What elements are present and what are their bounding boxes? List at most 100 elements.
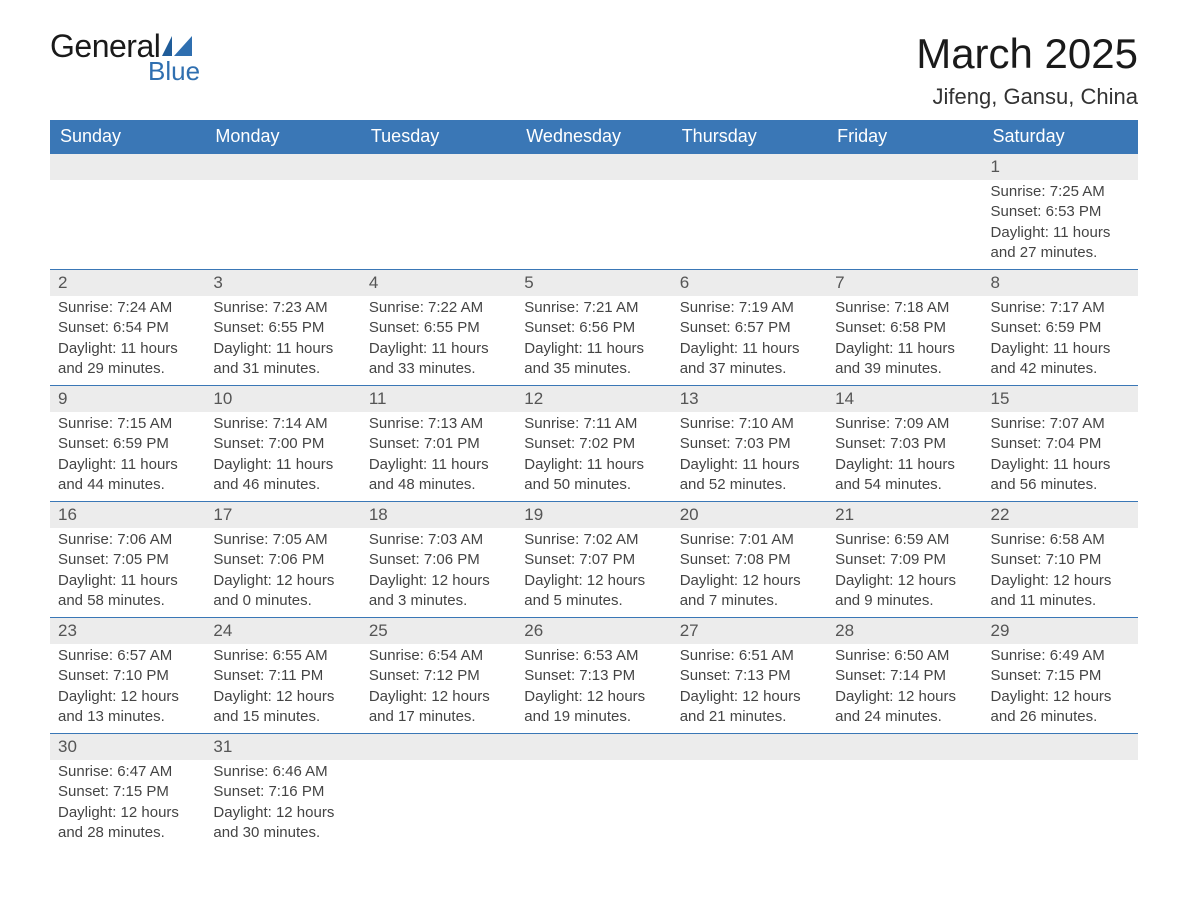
calendar-day: 2Sunrise: 7:24 AMSunset: 6:54 PMDaylight…	[50, 270, 205, 386]
day-sunrise: Sunrise: 7:06 AM	[58, 530, 197, 550]
day-number	[827, 154, 982, 180]
weekday-header: Thursday	[672, 120, 827, 154]
day-number: 22	[983, 502, 1138, 528]
calendar-day: 7Sunrise: 7:18 AMSunset: 6:58 PMDaylight…	[827, 270, 982, 386]
day-day1: Daylight: 11 hours	[680, 455, 819, 475]
calendar-day: 25Sunrise: 6:54 AMSunset: 7:12 PMDayligh…	[361, 618, 516, 734]
day-body: Sunrise: 7:25 AMSunset: 6:53 PMDaylight:…	[983, 180, 1138, 269]
day-sunset: Sunset: 7:05 PM	[58, 550, 197, 570]
day-body: Sunrise: 6:54 AMSunset: 7:12 PMDaylight:…	[361, 644, 516, 733]
calendar-day-empty	[361, 734, 516, 850]
day-sunset: Sunset: 7:07 PM	[524, 550, 663, 570]
day-sunset: Sunset: 7:08 PM	[680, 550, 819, 570]
calendar-day-empty	[672, 734, 827, 850]
day-number	[50, 154, 205, 180]
day-number: 27	[672, 618, 827, 644]
day-body	[983, 760, 1138, 840]
weekday-header: Friday	[827, 120, 982, 154]
day-day1: Daylight: 12 hours	[58, 687, 197, 707]
day-sunrise: Sunrise: 7:15 AM	[58, 414, 197, 434]
day-day2: and 29 minutes.	[58, 359, 197, 379]
day-body: Sunrise: 7:15 AMSunset: 6:59 PMDaylight:…	[50, 412, 205, 501]
day-number: 3	[205, 270, 360, 296]
day-sunrise: Sunrise: 6:54 AM	[369, 646, 508, 666]
day-day2: and 26 minutes.	[991, 707, 1130, 727]
calendar-day-empty	[516, 154, 671, 270]
day-body: Sunrise: 7:01 AMSunset: 7:08 PMDaylight:…	[672, 528, 827, 617]
day-body: Sunrise: 7:22 AMSunset: 6:55 PMDaylight:…	[361, 296, 516, 385]
day-day1: Daylight: 12 hours	[991, 687, 1130, 707]
day-body: Sunrise: 7:02 AMSunset: 7:07 PMDaylight:…	[516, 528, 671, 617]
calendar-body: 1Sunrise: 7:25 AMSunset: 6:53 PMDaylight…	[50, 154, 1138, 850]
day-day1: Daylight: 11 hours	[213, 339, 352, 359]
day-sunrise: Sunrise: 7:11 AM	[524, 414, 663, 434]
calendar-day-empty	[205, 154, 360, 270]
calendar-day: 23Sunrise: 6:57 AMSunset: 7:10 PMDayligh…	[50, 618, 205, 734]
day-sunset: Sunset: 7:14 PM	[835, 666, 974, 686]
weekday-header: Tuesday	[361, 120, 516, 154]
weekday-header: Wednesday	[516, 120, 671, 154]
day-day1: Daylight: 11 hours	[58, 339, 197, 359]
day-number: 19	[516, 502, 671, 528]
day-day1: Daylight: 11 hours	[991, 455, 1130, 475]
day-day2: and 33 minutes.	[369, 359, 508, 379]
day-day1: Daylight: 12 hours	[369, 687, 508, 707]
day-day2: and 19 minutes.	[524, 707, 663, 727]
day-day1: Daylight: 12 hours	[680, 571, 819, 591]
day-number: 17	[205, 502, 360, 528]
day-sunset: Sunset: 7:02 PM	[524, 434, 663, 454]
day-sunset: Sunset: 6:55 PM	[369, 318, 508, 338]
day-sunset: Sunset: 7:15 PM	[58, 782, 197, 802]
day-body	[516, 760, 671, 840]
day-sunrise: Sunrise: 6:57 AM	[58, 646, 197, 666]
day-body	[50, 180, 205, 260]
day-day2: and 9 minutes.	[835, 591, 974, 611]
day-number: 30	[50, 734, 205, 760]
day-number	[983, 734, 1138, 760]
day-day2: and 52 minutes.	[680, 475, 819, 495]
day-body: Sunrise: 7:24 AMSunset: 6:54 PMDaylight:…	[50, 296, 205, 385]
day-number: 28	[827, 618, 982, 644]
day-body: Sunrise: 6:59 AMSunset: 7:09 PMDaylight:…	[827, 528, 982, 617]
day-body: Sunrise: 7:10 AMSunset: 7:03 PMDaylight:…	[672, 412, 827, 501]
day-body: Sunrise: 6:57 AMSunset: 7:10 PMDaylight:…	[50, 644, 205, 733]
day-day1: Daylight: 11 hours	[524, 339, 663, 359]
brand-line2: Blue	[148, 58, 200, 84]
day-sunrise: Sunrise: 6:53 AM	[524, 646, 663, 666]
day-sunset: Sunset: 7:04 PM	[991, 434, 1130, 454]
day-body: Sunrise: 7:21 AMSunset: 6:56 PMDaylight:…	[516, 296, 671, 385]
day-day1: Daylight: 12 hours	[524, 571, 663, 591]
day-day2: and 50 minutes.	[524, 475, 663, 495]
day-body: Sunrise: 6:46 AMSunset: 7:16 PMDaylight:…	[205, 760, 360, 849]
calendar-week: 23Sunrise: 6:57 AMSunset: 7:10 PMDayligh…	[50, 618, 1138, 734]
day-sunset: Sunset: 7:06 PM	[369, 550, 508, 570]
day-sunset: Sunset: 6:57 PM	[680, 318, 819, 338]
day-sunset: Sunset: 7:09 PM	[835, 550, 974, 570]
day-sunset: Sunset: 6:54 PM	[58, 318, 197, 338]
calendar-day: 19Sunrise: 7:02 AMSunset: 7:07 PMDayligh…	[516, 502, 671, 618]
calendar-day: 15Sunrise: 7:07 AMSunset: 7:04 PMDayligh…	[983, 386, 1138, 502]
day-sunrise: Sunrise: 7:14 AM	[213, 414, 352, 434]
day-number: 6	[672, 270, 827, 296]
day-number: 2	[50, 270, 205, 296]
day-sunrise: Sunrise: 7:25 AM	[991, 182, 1130, 202]
day-day2: and 48 minutes.	[369, 475, 508, 495]
day-day1: Daylight: 11 hours	[369, 455, 508, 475]
calendar-day: 16Sunrise: 7:06 AMSunset: 7:05 PMDayligh…	[50, 502, 205, 618]
day-day2: and 28 minutes.	[58, 823, 197, 843]
day-number	[361, 734, 516, 760]
day-number: 14	[827, 386, 982, 412]
day-body	[205, 180, 360, 260]
calendar-day: 3Sunrise: 7:23 AMSunset: 6:55 PMDaylight…	[205, 270, 360, 386]
day-number: 5	[516, 270, 671, 296]
day-body	[672, 760, 827, 840]
day-sunset: Sunset: 6:53 PM	[991, 202, 1130, 222]
day-number: 13	[672, 386, 827, 412]
day-body	[827, 760, 982, 840]
day-sunrise: Sunrise: 6:59 AM	[835, 530, 974, 550]
day-number: 18	[361, 502, 516, 528]
day-sunrise: Sunrise: 7:07 AM	[991, 414, 1130, 434]
day-day1: Daylight: 12 hours	[835, 571, 974, 591]
day-day2: and 5 minutes.	[524, 591, 663, 611]
day-number	[361, 154, 516, 180]
